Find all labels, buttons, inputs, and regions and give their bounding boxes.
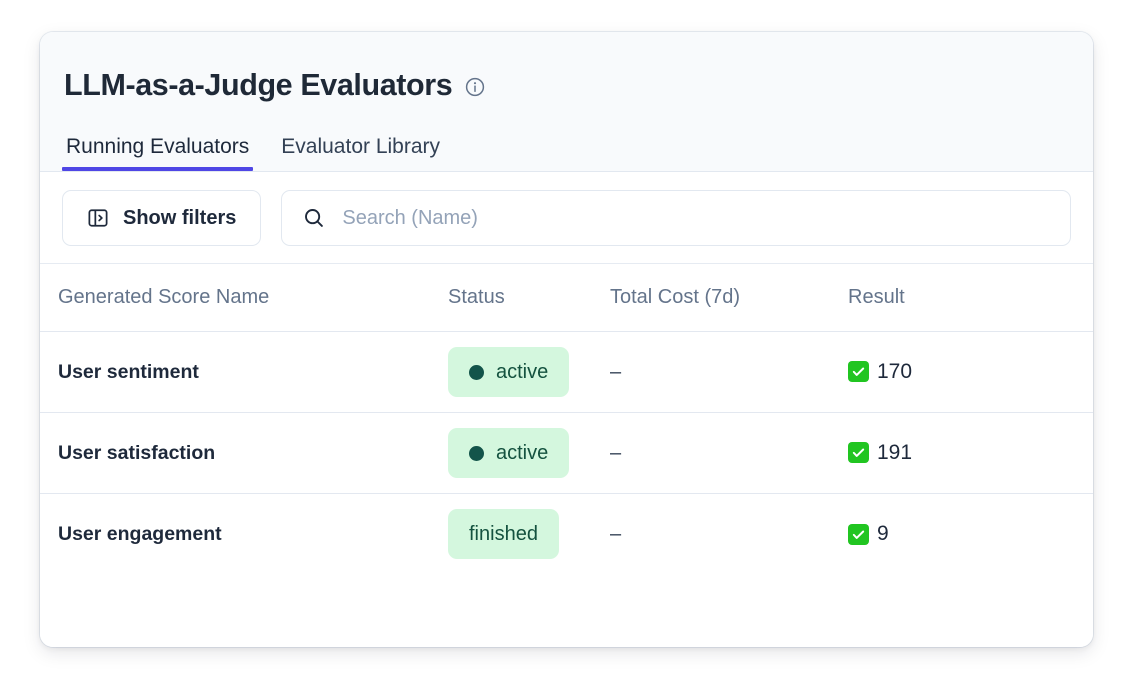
column-header-generated-score-name[interactable]: Generated Score Name bbox=[40, 264, 448, 333]
result-count: 191 bbox=[877, 440, 913, 464]
status-dot-icon bbox=[469, 364, 484, 380]
cell-total-cost: – bbox=[610, 412, 848, 495]
panel-left-open-icon bbox=[87, 207, 109, 229]
tab-evaluator-library[interactable]: Evaluator Library bbox=[281, 135, 441, 158]
tab-bar: Running Evaluators Evaluator Library bbox=[40, 135, 1093, 172]
table-body: User sentiment active – bbox=[40, 331, 1093, 575]
show-filters-label: Show filters bbox=[123, 206, 237, 229]
show-filters-button[interactable]: Show filters bbox=[62, 190, 262, 247]
score-name-label: User sentiment bbox=[58, 360, 199, 383]
white-check-mark-emoji bbox=[848, 523, 869, 545]
white-check-mark-emoji bbox=[848, 361, 869, 383]
table-head: Generated Score Name Status Total Cost (… bbox=[40, 264, 1093, 333]
table-header-row: Generated Score Name Status Total Cost (… bbox=[40, 264, 1093, 333]
cell-status: active bbox=[448, 331, 610, 414]
info-circle-icon[interactable] bbox=[465, 77, 485, 97]
cell-score-name: User sentiment bbox=[40, 331, 448, 414]
score-name-label: User engagement bbox=[58, 522, 222, 545]
score-name-label: User satisfaction bbox=[58, 441, 216, 464]
cell-result: 9 bbox=[848, 494, 1093, 575]
search-box[interactable] bbox=[281, 190, 1071, 247]
column-header-status[interactable]: Status bbox=[448, 264, 610, 333]
status-badge-label: active bbox=[496, 360, 549, 383]
status-badge-label: active bbox=[496, 441, 549, 464]
cell-score-name: User satisfaction bbox=[40, 412, 448, 495]
total-cost-value: – bbox=[610, 441, 622, 464]
cell-result: 170 bbox=[848, 331, 1093, 414]
total-cost-value: – bbox=[610, 360, 622, 383]
table-row[interactable]: User sentiment active – bbox=[40, 331, 1093, 414]
cell-total-cost: – bbox=[610, 494, 848, 575]
toolbar: Show filters bbox=[40, 172, 1093, 265]
status-badge: finished bbox=[448, 509, 559, 560]
status-badge: active bbox=[448, 428, 570, 479]
cell-result: 191 bbox=[848, 412, 1093, 495]
result-count: 170 bbox=[877, 359, 913, 383]
status-badge: active bbox=[448, 347, 570, 398]
search-icon bbox=[302, 206, 326, 230]
title-row: LLM-as-a-Judge Evaluators bbox=[40, 62, 1093, 108]
cell-status: finished bbox=[448, 494, 610, 575]
evaluators-table: Generated Score Name Status Total Cost (… bbox=[40, 264, 1093, 575]
evaluators-table-wrap: Generated Score Name Status Total Cost (… bbox=[40, 264, 1093, 647]
status-dot-icon bbox=[469, 445, 484, 461]
tab-running-evaluators[interactable]: Running Evaluators bbox=[61, 135, 254, 172]
white-check-mark-emoji bbox=[848, 442, 869, 464]
result-count: 9 bbox=[877, 522, 889, 546]
result-value: 170 bbox=[848, 360, 912, 384]
status-badge-label: finished bbox=[469, 522, 538, 545]
table-row[interactable]: User engagement finished – bbox=[40, 494, 1093, 575]
result-value: 9 bbox=[848, 522, 889, 546]
column-header-total-cost[interactable]: Total Cost (7d) bbox=[610, 264, 848, 333]
llm-judge-evaluators-card: LLM-as-a-Judge Evaluators Running Evalua… bbox=[40, 32, 1093, 647]
card-header: LLM-as-a-Judge Evaluators Running Evalua… bbox=[40, 32, 1093, 173]
result-value: 191 bbox=[848, 441, 912, 465]
cell-total-cost: – bbox=[610, 331, 848, 414]
page-title: LLM-as-a-Judge Evaluators bbox=[64, 67, 453, 102]
cell-score-name: User engagement bbox=[40, 494, 448, 575]
column-header-result[interactable]: Result bbox=[848, 264, 1093, 333]
cell-status: active bbox=[448, 412, 610, 495]
total-cost-value: – bbox=[610, 522, 622, 545]
search-input[interactable] bbox=[342, 206, 1050, 230]
table-row[interactable]: User satisfaction active – bbox=[40, 412, 1093, 495]
